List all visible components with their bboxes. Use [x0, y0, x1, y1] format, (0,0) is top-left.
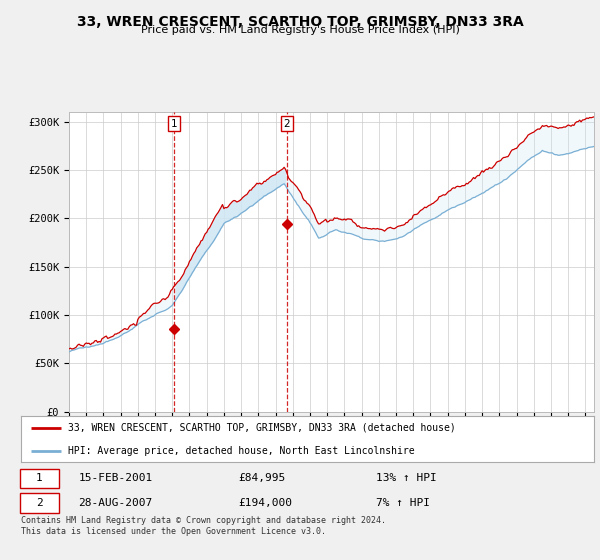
Text: 2: 2 [36, 498, 43, 508]
Text: Price paid vs. HM Land Registry's House Price Index (HPI): Price paid vs. HM Land Registry's House … [140, 25, 460, 35]
Text: HPI: Average price, detached house, North East Lincolnshire: HPI: Average price, detached house, Nort… [68, 446, 415, 455]
Text: £84,995: £84,995 [239, 473, 286, 483]
Text: 13% ↑ HPI: 13% ↑ HPI [376, 473, 437, 483]
Text: 1: 1 [171, 119, 178, 129]
Text: 33, WREN CRESCENT, SCARTHO TOP, GRIMSBY, DN33 3RA: 33, WREN CRESCENT, SCARTHO TOP, GRIMSBY,… [77, 15, 523, 29]
Text: £194,000: £194,000 [239, 498, 293, 508]
Text: 33, WREN CRESCENT, SCARTHO TOP, GRIMSBY, DN33 3RA (detached house): 33, WREN CRESCENT, SCARTHO TOP, GRIMSBY,… [68, 423, 456, 432]
Text: Contains HM Land Registry data © Crown copyright and database right 2024.
This d: Contains HM Land Registry data © Crown c… [21, 516, 386, 536]
FancyBboxPatch shape [20, 493, 59, 513]
Text: 28-AUG-2007: 28-AUG-2007 [79, 498, 152, 508]
FancyBboxPatch shape [20, 469, 59, 488]
Text: 2: 2 [283, 119, 290, 129]
Text: 15-FEB-2001: 15-FEB-2001 [79, 473, 152, 483]
Text: 7% ↑ HPI: 7% ↑ HPI [376, 498, 430, 508]
Text: 1: 1 [36, 473, 43, 483]
